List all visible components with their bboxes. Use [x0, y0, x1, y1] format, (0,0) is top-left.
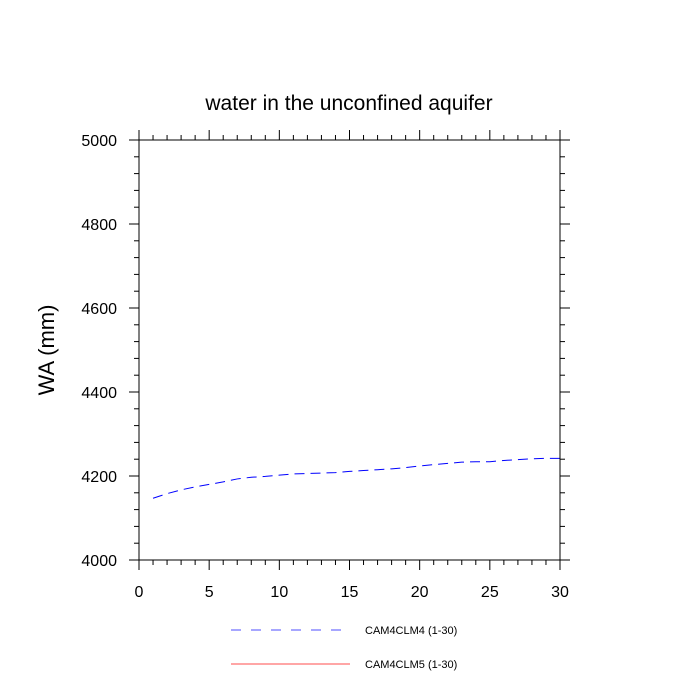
y-tick-label: 4000 [81, 553, 117, 570]
x-tick-label: 20 [411, 584, 429, 601]
x-tick-label: 0 [135, 584, 144, 601]
y-tick-label: 5000 [81, 133, 117, 150]
legend-label-1: CAM4CLM5 (1-30) [365, 659, 457, 671]
y-axis-label: WA (mm) [34, 305, 59, 396]
legend-label-0: CAM4CLM4 (1-30) [365, 625, 457, 637]
x-tick-label: 5 [205, 584, 214, 601]
y-tick-label: 4400 [81, 385, 117, 402]
x-tick-label: 10 [270, 584, 288, 601]
ticks-layer: 0 5 10 15 20 25 30 4000 4200 4400 4600 4800 5000 [81, 130, 570, 601]
series-line-0 [152, 457, 560, 499]
y-tick-label: 4200 [81, 469, 117, 486]
x-tick-label: 25 [481, 584, 499, 601]
x-tick-label: 30 [551, 584, 569, 601]
x-tick-label: 15 [341, 584, 359, 601]
legend: CAM4CLM4 (1-30) CAM4CLM5 (1-30) [231, 625, 457, 671]
chart-title: water in the unconfined aquifer [204, 92, 492, 115]
y-tick-label: 4600 [81, 301, 117, 318]
series-layer [152, 139, 560, 499]
y-tick-label: 4800 [81, 217, 117, 234]
plot-frame [138, 139, 561, 561]
